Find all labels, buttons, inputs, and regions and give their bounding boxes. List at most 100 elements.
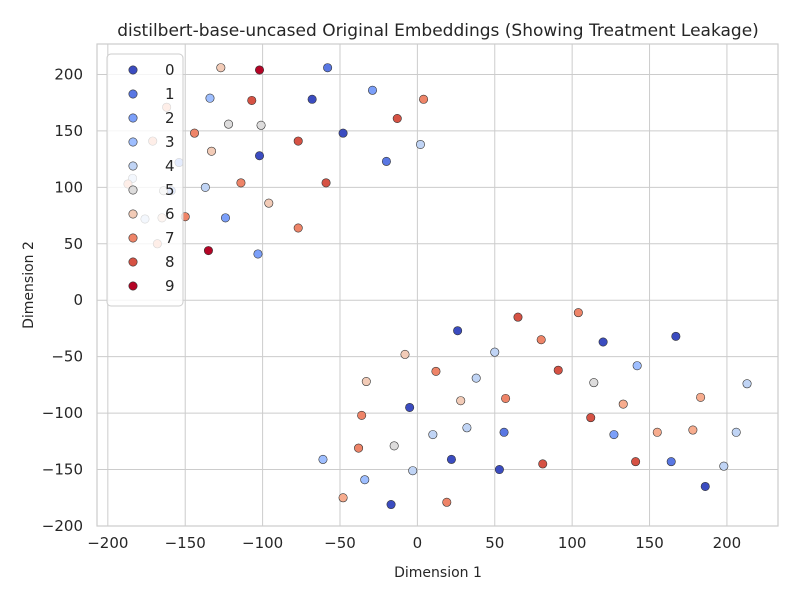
data-point-class-5 [589, 378, 599, 388]
legend-marker [128, 89, 138, 99]
x-tick-label: −200 [87, 534, 128, 552]
x-tick-label: 100 [558, 534, 587, 552]
data-point-class-4 [462, 423, 472, 433]
data-point-class-9 [631, 457, 641, 467]
legend-label: 9 [165, 277, 175, 295]
data-point-class-7 [618, 399, 628, 409]
plot-frame [96, 43, 779, 527]
data-point-class-4 [428, 430, 438, 440]
legend-marker [128, 233, 138, 243]
y-tick-label: 200 [54, 65, 83, 83]
data-point-class-3 [318, 454, 328, 464]
data-point-class-4 [415, 139, 425, 149]
data-point-class-1 [666, 457, 676, 467]
legend-label: 5 [165, 181, 175, 199]
x-axis-label: Dimension 1 [394, 565, 482, 581]
data-point-class-0 [307, 94, 317, 104]
y-tick-label: −50 [51, 348, 83, 366]
y-tick-label: −200 [42, 517, 83, 535]
data-point-class-8 [190, 128, 200, 138]
y-axis-label: Dimension 2 [21, 241, 37, 329]
data-point-class-2 [253, 249, 263, 259]
x-tick-label: 50 [485, 534, 504, 552]
data-point-class-9 [513, 312, 523, 322]
legend-marker [128, 113, 138, 123]
x-tick-label: 150 [635, 534, 664, 552]
data-point-class-0 [494, 465, 504, 475]
data-point-class-4 [490, 347, 500, 357]
data-point-class-4 [408, 466, 418, 476]
data-point-class-0 [671, 331, 681, 341]
data-point-class-8 [536, 335, 546, 345]
data-point-class-8 [236, 178, 246, 188]
data-point-class-9 [553, 365, 563, 375]
data-point-class-0 [386, 500, 396, 510]
data-point-class-7 [696, 392, 706, 402]
data-point-class-3 [360, 475, 370, 485]
legend-box [106, 53, 184, 307]
data-point-class-6 [361, 377, 371, 387]
x-tick-label: −50 [324, 534, 356, 552]
x-tick-label: 200 [713, 534, 742, 552]
data-point-class-8 [442, 497, 452, 507]
x-tick-labels: −200 −150 −100 −50 0 50 100 150 200 [87, 534, 741, 552]
data-point-class-9 [586, 413, 596, 423]
data-point-class-5 [389, 441, 399, 451]
y-tick-label: −150 [42, 461, 83, 479]
legend-label: 3 [165, 133, 175, 151]
data-point-class-9 [293, 136, 303, 146]
data-point-class-0 [700, 481, 710, 491]
x-tick-label: −100 [242, 534, 283, 552]
legend-marker [128, 257, 138, 267]
y-tick-label: 150 [54, 122, 83, 140]
legend: 0 1 2 3 4 5 6 7 8 9 [106, 53, 184, 307]
legend-label: 8 [165, 253, 175, 271]
data-point-class-8 [293, 223, 303, 233]
data-point-class-7 [688, 425, 698, 435]
data-point-class-4 [742, 379, 752, 389]
data-point-class-9 [392, 114, 402, 124]
data-point-class-7 [652, 427, 662, 437]
data-point-class-0 [255, 151, 265, 161]
data-point-class-1 [499, 427, 509, 437]
data-point-class-8 [357, 410, 367, 420]
legend-marker [128, 209, 138, 219]
x-tick-label: 0 [413, 534, 423, 552]
data-point-class-4 [719, 461, 729, 471]
data-point-class-4 [200, 182, 210, 192]
legend-label: 0 [165, 61, 175, 79]
data-point-class-4 [471, 373, 481, 383]
data-point-class-6 [207, 146, 217, 156]
y-tick-label: 0 [73, 291, 83, 309]
data-point-class-2 [367, 85, 377, 95]
legend-marker [128, 65, 138, 75]
data-point-class-1 [381, 156, 391, 166]
data-point-class-2 [220, 213, 230, 223]
data-point-class-4 [731, 427, 741, 437]
data-point-class-6 [216, 63, 226, 73]
data-point-class-8 [354, 443, 364, 453]
legend-label: 2 [165, 109, 175, 127]
data-point-class-6 [264, 198, 274, 208]
data-point-class-6 [456, 396, 466, 406]
legend-label: 1 [165, 85, 175, 103]
legend-marker [128, 281, 138, 291]
y-tick-label: −100 [42, 404, 83, 422]
y-tick-label: 100 [54, 178, 83, 196]
data-point-class-3 [632, 361, 642, 371]
data-point-class-0 [338, 128, 348, 138]
data-point-class-9 [247, 95, 257, 105]
data-point-class-5 [256, 120, 266, 130]
data-point-class-0 [446, 454, 456, 464]
legend-label: 7 [165, 229, 175, 247]
data-point-class-9 [321, 178, 331, 188]
data-point-class-2 [609, 430, 619, 440]
data-point-class-0 [598, 337, 608, 347]
y-tick-label: 50 [64, 235, 83, 253]
data-point-class-6 [400, 349, 410, 359]
data-point-class-8 [501, 393, 511, 403]
data-point-class-10 [203, 246, 213, 256]
legend-marker [128, 185, 138, 195]
data-point-class-9 [538, 459, 548, 469]
